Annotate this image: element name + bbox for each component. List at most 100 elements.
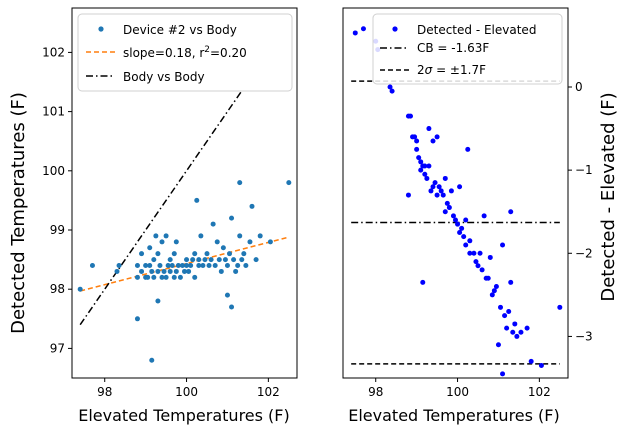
data-point bbox=[528, 358, 534, 364]
data-point bbox=[442, 209, 448, 215]
data-point bbox=[173, 239, 179, 245]
legend-left: Device #2 vs Body slope=0.18, r2=0.20 Bo… bbox=[77, 13, 293, 92]
data-point bbox=[216, 257, 222, 263]
data-point bbox=[495, 342, 501, 348]
data-point bbox=[184, 263, 190, 269]
data-point bbox=[249, 203, 255, 209]
data-point bbox=[155, 298, 161, 304]
data-point bbox=[408, 113, 413, 119]
data-point bbox=[444, 200, 450, 206]
data-point bbox=[432, 180, 438, 186]
data-point bbox=[426, 126, 432, 132]
data-point bbox=[455, 221, 461, 227]
data-point bbox=[151, 257, 157, 263]
data-point bbox=[461, 234, 467, 240]
data-point bbox=[235, 263, 241, 269]
data-point bbox=[231, 257, 237, 263]
legend-marker-points bbox=[98, 26, 104, 32]
x-tick-label: 102 bbox=[257, 385, 280, 399]
data-point bbox=[171, 251, 177, 257]
data-point bbox=[227, 251, 232, 257]
data-point bbox=[134, 316, 140, 322]
data-point bbox=[149, 268, 155, 274]
x-tick-label: 98 bbox=[368, 385, 383, 399]
data-point bbox=[237, 180, 243, 186]
data-point bbox=[498, 304, 503, 310]
data-point bbox=[196, 263, 202, 269]
data-point bbox=[267, 239, 273, 245]
data-point bbox=[430, 138, 436, 144]
data-point bbox=[179, 263, 185, 269]
data-point bbox=[352, 30, 358, 36]
data-point bbox=[147, 263, 153, 269]
data-point bbox=[151, 274, 157, 280]
data-point bbox=[229, 304, 235, 310]
fit-line-path bbox=[79, 236, 290, 292]
data-point bbox=[208, 257, 214, 263]
data-point bbox=[159, 274, 165, 280]
data-point bbox=[481, 213, 487, 219]
data-point bbox=[418, 159, 424, 165]
legend-box-left bbox=[77, 13, 293, 92]
data-point bbox=[412, 134, 418, 140]
x-axis-label-left: Elevated Temperatures (F) bbox=[78, 406, 290, 425]
data-points-left bbox=[77, 180, 292, 363]
data-point bbox=[247, 239, 253, 245]
data-point bbox=[438, 188, 444, 194]
legend-item-sigma: 2σ = ±1.7F bbox=[417, 63, 486, 77]
data-point bbox=[190, 257, 196, 263]
data-point bbox=[192, 251, 198, 257]
data-point bbox=[202, 257, 208, 263]
data-point bbox=[508, 209, 514, 215]
data-point bbox=[463, 217, 469, 223]
data-point bbox=[459, 225, 465, 231]
legend-item-fit: slope=0.18, r2=0.20 bbox=[123, 45, 247, 60]
legend-item-detected: Detected - Elevated bbox=[417, 23, 536, 37]
data-point bbox=[465, 146, 471, 152]
data-point bbox=[463, 242, 469, 248]
data-point bbox=[442, 175, 448, 181]
data-point bbox=[506, 308, 512, 314]
data-point bbox=[186, 268, 192, 274]
data-point bbox=[188, 263, 194, 269]
data-point bbox=[424, 175, 430, 181]
data-point bbox=[416, 155, 422, 161]
data-point bbox=[448, 188, 454, 194]
data-point bbox=[212, 263, 218, 269]
y-tick-label: 99 bbox=[50, 223, 65, 237]
data-point bbox=[434, 134, 440, 140]
data-point bbox=[210, 221, 216, 227]
y-ticks-right: 0 −1 −2 −3 bbox=[568, 80, 593, 343]
data-point bbox=[153, 233, 159, 239]
data-point bbox=[173, 268, 179, 274]
data-point bbox=[169, 263, 175, 269]
data-point bbox=[171, 274, 177, 280]
data-point bbox=[165, 263, 171, 269]
data-point bbox=[518, 329, 524, 335]
data-point bbox=[167, 257, 173, 263]
data-point bbox=[224, 292, 230, 298]
data-point bbox=[389, 88, 395, 94]
data-point bbox=[457, 229, 463, 235]
y-tick-label: −3 bbox=[575, 329, 593, 343]
data-point bbox=[139, 251, 145, 257]
data-point bbox=[557, 304, 563, 310]
data-point bbox=[218, 268, 224, 274]
legend-item-cb: CB = -1.63F bbox=[417, 41, 489, 55]
data-point bbox=[440, 192, 446, 198]
data-point bbox=[453, 217, 458, 223]
data-point bbox=[457, 184, 463, 190]
legend-right: Detected - Elevated CB = -1.63F 2σ = ±1.… bbox=[372, 13, 563, 85]
data-point bbox=[467, 238, 473, 244]
data-point bbox=[155, 251, 161, 257]
data-point bbox=[145, 274, 151, 280]
data-point bbox=[504, 325, 510, 331]
data-point bbox=[512, 321, 518, 327]
data-point bbox=[192, 274, 198, 280]
data-point bbox=[436, 184, 442, 190]
data-point bbox=[514, 333, 520, 339]
x-tick-label: 98 bbox=[97, 385, 112, 399]
legend-item-identity: Body vs Body bbox=[123, 70, 205, 84]
data-point bbox=[161, 268, 167, 274]
data-point bbox=[184, 257, 190, 263]
